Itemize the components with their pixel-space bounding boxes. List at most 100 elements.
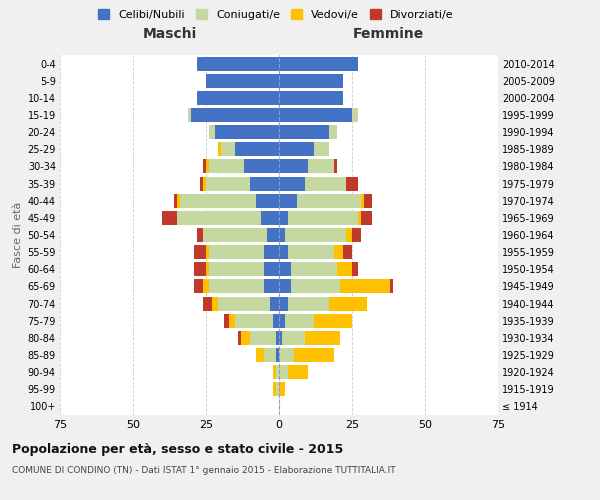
Bar [288, 296, 329, 310]
Bar [279, 108, 352, 122]
Bar [285, 228, 346, 242]
Bar [276, 348, 279, 362]
Bar [279, 348, 293, 362]
Bar [174, 194, 177, 207]
Bar [209, 245, 265, 259]
Bar [270, 296, 279, 310]
Bar [197, 56, 279, 70]
Bar [288, 211, 358, 225]
Bar [296, 194, 361, 207]
Bar [256, 348, 265, 362]
Text: Maschi: Maschi [142, 26, 197, 40]
Bar [229, 314, 235, 328]
Bar [288, 245, 334, 259]
Bar [276, 382, 279, 396]
Bar [305, 176, 346, 190]
Bar [265, 262, 279, 276]
Bar [279, 296, 288, 310]
Bar [206, 245, 209, 259]
Bar [279, 176, 305, 190]
Bar [180, 194, 256, 207]
Bar [162, 211, 177, 225]
Bar [279, 331, 282, 345]
Bar [346, 176, 358, 190]
Bar [279, 382, 285, 396]
Bar [250, 176, 279, 190]
Bar [194, 245, 206, 259]
Bar [334, 245, 343, 259]
Bar [288, 365, 308, 379]
Bar [268, 228, 279, 242]
Text: Popolazione per età, sesso e stato civile - 2015: Popolazione per età, sesso e stato civil… [12, 442, 343, 456]
Bar [343, 245, 352, 259]
Bar [290, 280, 340, 293]
Bar [194, 262, 206, 276]
Bar [361, 194, 364, 207]
Bar [197, 91, 279, 105]
Text: COMUNE DI CONDINO (TN) - Dati ISTAT 1° gennaio 2015 - Elaborazione TUTTITALIA.IT: COMUNE DI CONDINO (TN) - Dati ISTAT 1° g… [12, 466, 395, 475]
Bar [346, 228, 352, 242]
Bar [177, 211, 262, 225]
Bar [290, 262, 337, 276]
Legend: Celibi/Nubili, Coniugati/e, Vedovi/e, Divorziati/e: Celibi/Nubili, Coniugati/e, Vedovi/e, Di… [94, 5, 458, 24]
Bar [364, 194, 373, 207]
Bar [203, 296, 212, 310]
Bar [197, 228, 203, 242]
Bar [390, 280, 393, 293]
Bar [206, 176, 250, 190]
Y-axis label: Fasce di età: Fasce di età [13, 202, 23, 268]
Bar [279, 142, 314, 156]
Bar [314, 314, 352, 328]
Bar [329, 125, 337, 139]
Bar [235, 314, 273, 328]
Bar [279, 211, 288, 225]
Bar [340, 280, 390, 293]
Bar [218, 296, 270, 310]
Bar [206, 74, 279, 88]
Bar [273, 365, 276, 379]
Bar [209, 160, 244, 173]
Bar [305, 331, 340, 345]
Bar [244, 160, 279, 173]
Bar [282, 331, 305, 345]
Bar [273, 382, 276, 396]
Bar [337, 262, 352, 276]
Bar [265, 245, 279, 259]
Bar [276, 365, 279, 379]
Bar [361, 211, 373, 225]
Bar [200, 176, 203, 190]
Bar [279, 280, 290, 293]
Bar [221, 142, 235, 156]
Bar [191, 108, 279, 122]
Bar [352, 108, 358, 122]
Bar [279, 160, 308, 173]
Bar [285, 314, 314, 328]
Bar [265, 348, 276, 362]
Bar [352, 262, 358, 276]
Bar [279, 245, 288, 259]
Bar [273, 314, 279, 328]
Bar [215, 125, 279, 139]
Bar [194, 280, 203, 293]
Bar [314, 142, 329, 156]
Bar [279, 194, 296, 207]
Bar [279, 262, 290, 276]
Bar [209, 125, 215, 139]
Bar [188, 108, 191, 122]
Bar [279, 56, 358, 70]
Bar [250, 331, 276, 345]
Bar [203, 176, 206, 190]
Bar [358, 211, 361, 225]
Bar [241, 331, 250, 345]
Bar [256, 194, 279, 207]
Bar [279, 74, 343, 88]
Text: Femmine: Femmine [353, 26, 424, 40]
Bar [238, 331, 241, 345]
Bar [276, 331, 279, 345]
Bar [329, 296, 367, 310]
Bar [203, 160, 206, 173]
Bar [209, 262, 265, 276]
Bar [352, 228, 361, 242]
Bar [235, 142, 279, 156]
Bar [334, 160, 337, 173]
